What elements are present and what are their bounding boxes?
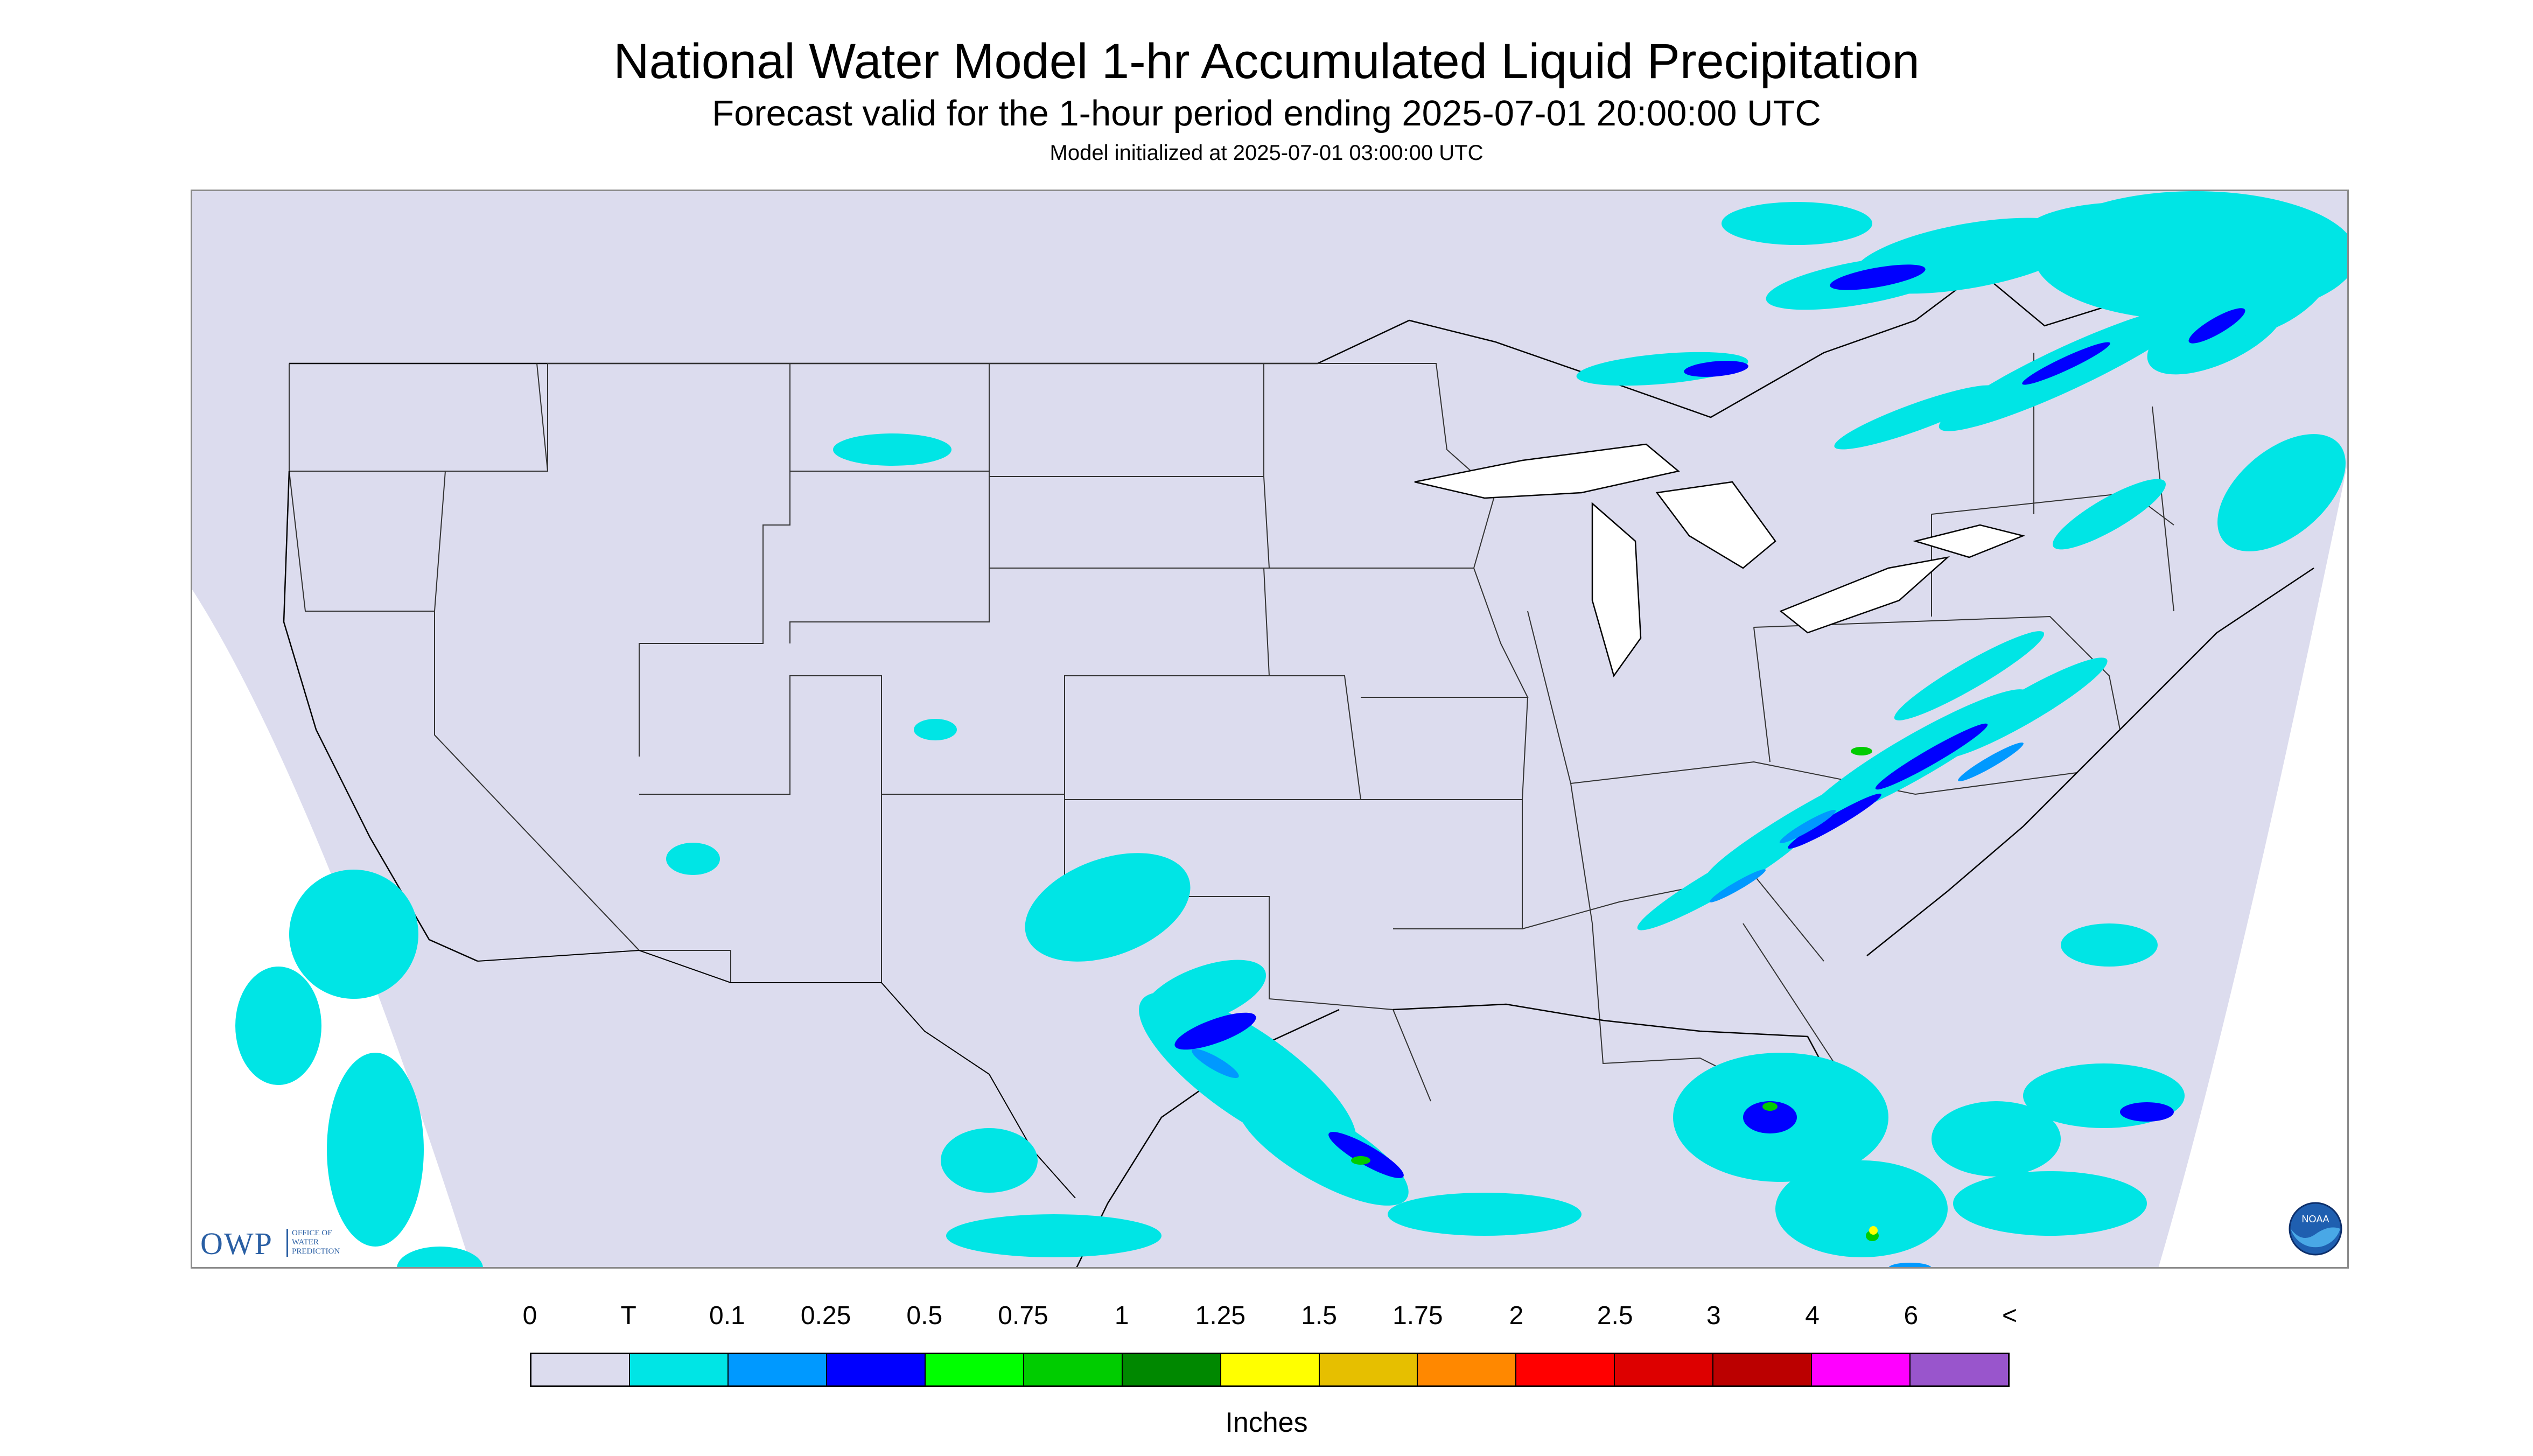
- legend-tick-label: 1.5: [1301, 1301, 1337, 1330]
- precip-area: [1722, 202, 1872, 245]
- legend-swatch: [1024, 1354, 1123, 1385]
- precip-area: [1684, 361, 1748, 377]
- precip-area: [1351, 1156, 1370, 1165]
- precipitation-field: [235, 191, 2347, 1267]
- mexico-border: [477, 949, 1076, 1199]
- precip-area: [2022, 342, 2110, 385]
- great-lakes: [1414, 443, 2026, 677]
- legend-colorbar: [530, 1353, 2010, 1387]
- precip-area: [1894, 631, 2045, 720]
- noaa-logo: NOAA: [2289, 1202, 2342, 1256]
- legend-tick-label: 0: [522, 1301, 537, 1330]
- map-canvas: [192, 191, 2347, 1267]
- precip-area: [946, 1214, 1161, 1257]
- map-title: National Water Model 1-hr Accumulated Li…: [613, 34, 1920, 89]
- noaa-logo-text: NOAA: [2301, 1214, 2329, 1224]
- legend-swatch: [925, 1354, 1024, 1385]
- legend-tick-label: 1.75: [1393, 1301, 1443, 1330]
- precip-area: [397, 1247, 483, 1267]
- legend-tick-label: T: [620, 1301, 636, 1330]
- legend-swatch: [1418, 1354, 1517, 1385]
- legend-swatch: [1911, 1354, 2009, 1385]
- legend-swatch: [728, 1354, 827, 1385]
- precip-area: [1025, 853, 1191, 962]
- precip-area: [1888, 1263, 1932, 1267]
- owp-logo-divider: [286, 1229, 288, 1257]
- legend-tick-label: 1.25: [1195, 1301, 1246, 1330]
- model-init-line: Model initialized at 2025-07-01 03:00:00…: [1049, 141, 1484, 165]
- precip-area: [1328, 1132, 1404, 1178]
- legend-tick-label: 0.5: [906, 1301, 943, 1330]
- precip-area: [1958, 742, 2024, 782]
- precip-area: [1237, 1094, 1409, 1206]
- owp-logo-text: OFFICE OF WATER PREDICTION: [292, 1229, 340, 1256]
- precip-area: [1576, 352, 1748, 386]
- legend-tick-label: 2.5: [1597, 1301, 1633, 1330]
- precip-area: [914, 719, 957, 740]
- precip-area: [1875, 723, 1988, 790]
- precip-area: [289, 870, 418, 999]
- precip-area: [1932, 1101, 2061, 1177]
- precip-area: [1762, 1102, 1778, 1111]
- precip-area: [941, 1128, 1038, 1193]
- legend-tick-label: 3: [1706, 1301, 1721, 1330]
- precip-area: [666, 843, 720, 875]
- legend-tick-label: 2: [1509, 1301, 1524, 1330]
- legend-units: Inches: [1225, 1407, 1308, 1438]
- legend-swatch: [1812, 1354, 1911, 1385]
- legend-swatch: [531, 1354, 630, 1385]
- precip-area: [2188, 308, 2245, 344]
- precipitation-map: [191, 190, 2349, 1269]
- precip-area: [2053, 479, 2166, 550]
- legend-tick-label: 0.75: [998, 1301, 1048, 1330]
- precip-area: [1869, 1226, 1878, 1235]
- precip-area: [1834, 385, 1997, 450]
- precip-area: [1851, 747, 1872, 755]
- legend-tick-label: 4: [1805, 1301, 1820, 1330]
- precip-area: [1637, 830, 1806, 930]
- precip-area: [1174, 1012, 1256, 1050]
- legend-swatch: [827, 1354, 926, 1385]
- precip-area: [1953, 1171, 2147, 1236]
- precip-area: [1775, 1160, 1948, 1257]
- legend-swatch: [1615, 1354, 1714, 1385]
- legend-tick-label: 0.25: [800, 1301, 851, 1330]
- legend-swatch: [1516, 1354, 1615, 1385]
- legend-swatch: [629, 1354, 729, 1385]
- model-domain: [192, 191, 2347, 1267]
- legend-tick-label: 0.1: [709, 1301, 745, 1330]
- legend-swatch: [1713, 1354, 1813, 1385]
- legend-tick-label: 1: [1114, 1301, 1129, 1330]
- precip-area: [1830, 264, 1926, 290]
- map-subtitle: Forecast valid for the 1-hour period end…: [712, 93, 1821, 134]
- legend-labels: 0 T 0.1 0.25 0.5 0.75 1 1.25 1.5 1.75 2 2.5 3 4 6 <: [523, 1301, 2017, 1333]
- precip-area: [1779, 810, 1836, 843]
- precip-area: [1743, 1101, 1797, 1133]
- legend-swatch: [1122, 1354, 1221, 1385]
- precip-area: [1192, 1048, 1239, 1079]
- precip-area: [2217, 434, 2346, 551]
- legend-swatch: [1319, 1354, 1418, 1385]
- owp-logo-letters: OWP: [200, 1226, 273, 1261]
- legend-tick-label: <: [2002, 1301, 2018, 1330]
- precip-area: [833, 433, 951, 466]
- precip-area: [1709, 869, 1766, 902]
- legend-tick-label: 6: [1904, 1301, 1919, 1330]
- precip-area: [1388, 1193, 1582, 1236]
- precip-area: [235, 967, 321, 1085]
- precip-area: [1788, 793, 1881, 849]
- precip-area: [327, 1053, 424, 1247]
- precip-area: [2120, 1102, 2174, 1122]
- legend-swatch: [1221, 1354, 1320, 1385]
- precip-area: [2061, 923, 2158, 967]
